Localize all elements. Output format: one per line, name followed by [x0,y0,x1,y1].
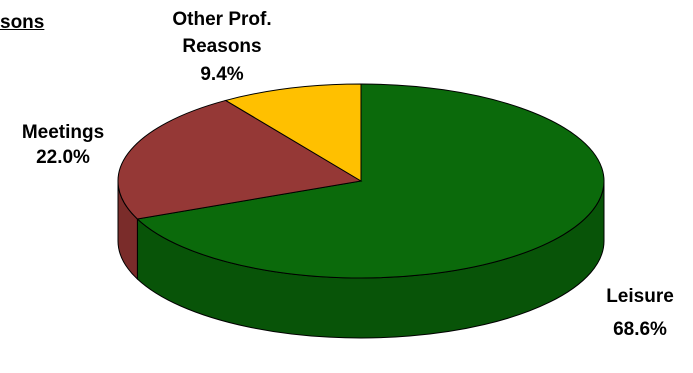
slice-name-label-meetings: Meetings [22,122,104,143]
slice-name-label-other-prof-: Other Prof. [172,9,271,30]
slice-value-label-leisure: 68.6% [613,319,667,340]
slice-value-label-other-prof-: 9.4% [200,64,243,85]
slice-name-label-other-prof-: Reasons [182,36,261,57]
slice-value-label-meetings: 22.0% [36,147,90,168]
slice-name-label-leisure: Leisure [606,286,674,307]
